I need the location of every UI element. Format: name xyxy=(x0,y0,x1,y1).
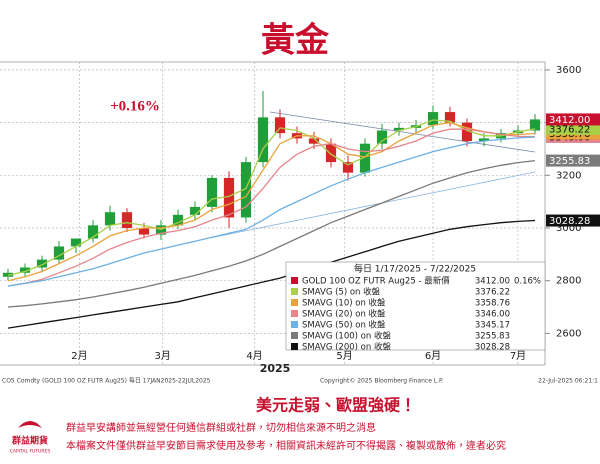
legend-swatch xyxy=(291,332,298,339)
candle-body xyxy=(121,212,133,228)
candle-body xyxy=(274,117,286,134)
legend-swatch xyxy=(291,321,298,328)
ma-line xyxy=(7,219,536,329)
legend-swatch xyxy=(291,299,298,306)
caption: 美元走弱、歐盟強硬！ xyxy=(256,396,416,415)
last-value-box xyxy=(546,122,600,135)
x-axis-label: 2025 xyxy=(260,362,291,375)
legend-label: SMAVG (50) on 收盤 xyxy=(302,320,386,331)
axis: 2600280030003200340036002月3月4月5月6月7月3028… xyxy=(71,65,600,362)
candle-body xyxy=(359,143,371,173)
legend-value: 3376.22 xyxy=(475,288,510,298)
candle-body xyxy=(19,267,31,273)
legend-swatch xyxy=(291,343,298,350)
candle-body xyxy=(36,259,48,268)
legend-label: SMAVG (100) on 收盤 xyxy=(302,331,391,342)
legend-value: 3358.76 xyxy=(475,299,510,309)
candle-body xyxy=(427,112,439,126)
x-tick-label: 7月 xyxy=(510,350,526,362)
candle-body xyxy=(70,238,82,247)
last-value-label: 3412.00 xyxy=(549,115,590,126)
legend-label: SMAVG (200) on 收盤 xyxy=(302,342,391,353)
legend-swatch xyxy=(291,277,298,284)
last-value-box xyxy=(546,214,600,227)
ma-line xyxy=(7,121,536,282)
ma-line xyxy=(7,136,536,287)
candle-body xyxy=(376,130,388,144)
last-value-label: 3028.28 xyxy=(549,216,590,227)
notice: 本檔案文件僅供群益早安節目需求使用及參考，相關資訊未經許可不得揭露、複製或散佈，… xyxy=(66,439,506,452)
legend-value: 3412.00 xyxy=(475,277,510,287)
x-tick-label: 6月 xyxy=(425,350,441,362)
legend-label: SMAVG (5) on 收盤 xyxy=(302,287,381,298)
legend-label: SMAVG (20) on 收盤 xyxy=(302,309,386,320)
logo-name: 群益期貨 xyxy=(11,435,48,447)
candle-body xyxy=(461,122,473,142)
x-tick-label: 5月 xyxy=(336,350,352,362)
candle-body xyxy=(478,138,490,142)
marks xyxy=(2,90,541,329)
candle-body xyxy=(172,214,184,226)
y-tick-label: 2800 xyxy=(556,276,581,287)
candle-body xyxy=(444,112,456,123)
candle-body xyxy=(155,225,167,235)
candle-body xyxy=(53,246,65,260)
ma-line xyxy=(7,119,536,277)
candle-body xyxy=(206,177,218,207)
legend-value: 3346.00 xyxy=(475,310,510,320)
source: CO5 Comdty (GOLD 100 OZ FUTR Aug25) 每日 1… xyxy=(2,377,211,385)
legend-change: 0.16% xyxy=(514,277,541,287)
candle-body xyxy=(529,119,541,131)
annotation: +0.16% xyxy=(110,98,160,114)
candle-body xyxy=(325,143,337,163)
legend-swatch xyxy=(291,288,298,295)
logo: 群益期貨 CAPITAL FUTURES xyxy=(10,421,51,455)
legend-swatch xyxy=(291,310,298,317)
ma-line xyxy=(7,159,536,308)
candle-body xyxy=(393,127,405,131)
legend-label: GOLD 100 OZ FUTR Aug25 - 最新價 xyxy=(302,276,450,287)
candle-body xyxy=(308,138,320,144)
y-tick-label: 3200 xyxy=(556,170,581,181)
timestamp: 22-Jul-2025 06:21:1 xyxy=(538,378,598,385)
logo-mark xyxy=(18,421,42,428)
y-tick-label: 3600 xyxy=(556,65,581,76)
candle-body xyxy=(223,177,235,218)
legend-value: 3345.17 xyxy=(475,321,510,331)
candle-body xyxy=(240,162,252,218)
legend-value: 3255.83 xyxy=(475,332,510,342)
legend-label: SMAVG (10) on 收盤 xyxy=(302,298,386,309)
copyright: Copyright© 2025 Bloomberg Finance L.P. xyxy=(320,378,444,385)
legend-value: 3028.28 xyxy=(475,343,510,353)
x-tick-label: 2月 xyxy=(71,350,87,362)
candle-body xyxy=(87,225,99,239)
x-tick-label: 3月 xyxy=(155,350,171,362)
y-tick-label: 3000 xyxy=(556,223,581,234)
y-tick-label: 2600 xyxy=(556,328,581,339)
legend-header: 每日 1/17/2025 - 7/22/2025 xyxy=(354,263,476,275)
notice: 群益早安講師並無經營任何通信群組或社群，切勿相信來源不明之消息 xyxy=(66,421,376,434)
candle-body xyxy=(257,117,269,163)
candle-body xyxy=(138,227,150,235)
candle-body xyxy=(104,212,116,226)
legend: 每日 1/17/2025 - 7/22/2025 GOLD 100 OZ FUT… xyxy=(285,261,546,353)
legend-box xyxy=(285,261,546,351)
chart-title: 黃金 xyxy=(261,21,330,61)
candle-body xyxy=(342,162,354,173)
candle-body xyxy=(189,206,201,215)
trend-line xyxy=(269,111,536,153)
last-value-box xyxy=(546,154,600,167)
trend-line xyxy=(209,171,536,239)
last-value-label: 3255.83 xyxy=(549,156,590,167)
ma-line xyxy=(7,128,536,287)
last-value-box xyxy=(546,113,600,126)
x-tick-label: 4月 xyxy=(246,350,262,362)
last-value-label: 3376.22 xyxy=(549,124,590,135)
logo-sub: CAPITAL FUTURES xyxy=(10,449,51,455)
